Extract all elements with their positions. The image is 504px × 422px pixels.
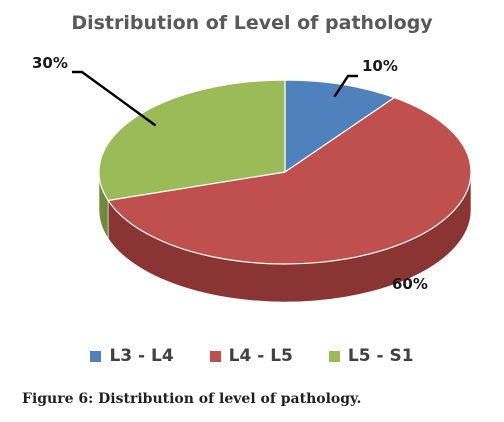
data-label: 10% bbox=[362, 57, 398, 75]
leader-line bbox=[333, 74, 358, 98]
legend-label: L5 - S1 bbox=[347, 346, 414, 366]
pie-chart bbox=[72, 70, 472, 303]
pie-slice bbox=[107, 96, 472, 265]
legend-item-l4-l5: L4 - L5 bbox=[209, 346, 293, 366]
legend-item-l5-s1: L5 - S1 bbox=[328, 346, 414, 366]
legend-label: L4 - L5 bbox=[228, 346, 293, 366]
legend-item-l3-l4: L3 - L4 bbox=[90, 346, 174, 366]
chart-title: Distribution of Level of pathology bbox=[71, 12, 433, 34]
chart-legend: L3 - L4 L4 - L5 L5 - S1 bbox=[0, 346, 504, 366]
pie-slice bbox=[98, 79, 286, 202]
data-label: 30% bbox=[32, 54, 68, 72]
legend-swatch bbox=[209, 350, 221, 362]
figure-caption: Figure 6: Distribution of level of patho… bbox=[22, 391, 362, 407]
legend-swatch bbox=[90, 350, 102, 362]
leader-line bbox=[72, 70, 157, 127]
legend-label: L3 - L4 bbox=[109, 346, 174, 366]
legend-swatch bbox=[328, 350, 340, 362]
data-label: 60% bbox=[392, 275, 428, 293]
